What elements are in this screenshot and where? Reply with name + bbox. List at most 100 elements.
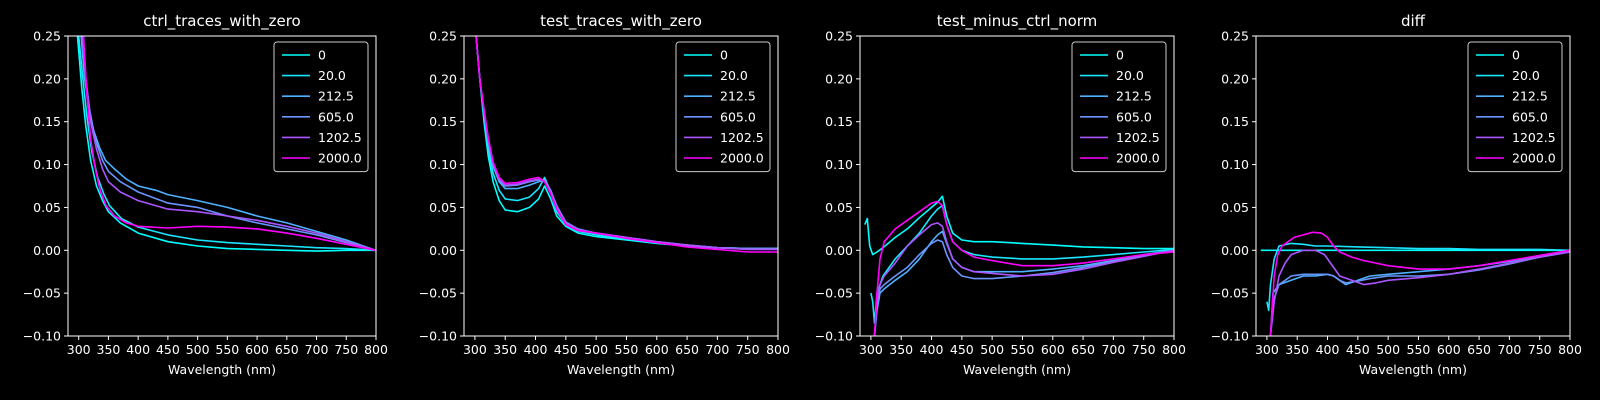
x-axis-label: Wavelength (nm) <box>567 362 675 377</box>
x-tick-label: 750 <box>334 342 358 357</box>
x-tick-label: 800 <box>1162 342 1186 357</box>
y-tick-label: 0.05 <box>33 200 61 215</box>
y-tick-label: 0.00 <box>33 243 61 258</box>
x-tick-label: 300 <box>1255 342 1279 357</box>
series-line-605.0 <box>873 239 1174 336</box>
x-axis-label: Wavelength (nm) <box>168 362 276 377</box>
y-tick-label: 0.25 <box>429 29 457 44</box>
panel-3: 300 350 400 450 500 550 600 650 700 750 800 −0.10 −0… <box>815 12 1186 377</box>
legend-label: 605.0 <box>720 109 756 124</box>
series-line-1202.5 <box>1269 249 1570 336</box>
x-tick-label: 550 <box>1011 342 1035 357</box>
axes-frame <box>859 35 1175 337</box>
x-tick-label: 550 <box>1407 342 1431 357</box>
series-line-605.0 <box>81 36 376 252</box>
x-axis-label: Wavelength (nm) <box>1359 362 1467 377</box>
y-tick-label: 0.05 <box>1221 200 1249 215</box>
y-tick-label: 0.00 <box>429 243 457 258</box>
x-tick-label: 800 <box>1558 342 1582 357</box>
series-line-2000.0 <box>475 36 778 253</box>
legend-label: 2000.0 <box>1116 151 1160 166</box>
panel-1: 300 350 400 450 500 550 600 650 700 750 800 −0.10 −0… <box>23 12 388 377</box>
y-tick-label: −0.05 <box>23 286 61 301</box>
x-tick-label: 350 <box>889 342 913 357</box>
y-tick-label: −0.10 <box>1211 329 1249 344</box>
series-line-1202.5 <box>873 222 1174 336</box>
y-tick-label: 0.20 <box>429 71 457 86</box>
legend-label: 20.0 <box>1116 68 1144 83</box>
panel-title: test_traces_with_zero <box>540 12 702 31</box>
y-tick-label: −0.10 <box>23 329 61 344</box>
x-tick-label: 700 <box>305 342 329 357</box>
x-tick-label: 550 <box>215 342 239 357</box>
y-tick-label: 0.00 <box>1221 243 1249 258</box>
x-tick-label: 650 <box>1071 342 1095 357</box>
x-tick-label: 750 <box>736 342 760 357</box>
y-tick-label: 0.10 <box>825 157 853 172</box>
series-line-2000.0 <box>82 36 376 252</box>
legend-label: 0 <box>720 48 728 63</box>
legend-label: 1202.5 <box>720 130 764 145</box>
y-tick-label: 0.00 <box>825 243 853 258</box>
legend-label: 20.0 <box>720 68 748 83</box>
x-tick-label: 450 <box>554 342 578 357</box>
y-tick-label: −0.10 <box>815 329 853 344</box>
y-tick-label: 0.15 <box>825 114 853 129</box>
legend-label: 20.0 <box>318 68 346 83</box>
series-line-20.0 <box>1266 242 1570 312</box>
x-tick-label: 400 <box>1316 342 1340 357</box>
panel-4: 300 350 400 450 500 550 600 650 700 750 800 −0.10 −0… <box>1211 12 1582 377</box>
y-tick-label: 0.25 <box>825 29 853 44</box>
panel-title: test_minus_ctrl_norm <box>937 12 1098 31</box>
y-tick-label: 0.05 <box>429 200 457 215</box>
x-tick-label: 650 <box>275 342 299 357</box>
legend: 0 20.0 212.5 605.0 1202.5 2000.0 <box>675 41 771 173</box>
x-tick-label: 450 <box>156 342 180 357</box>
y-tick-label: 0.15 <box>33 114 61 129</box>
legend-label: 1202.5 <box>1116 130 1160 145</box>
y-tick-label: 0.20 <box>33 71 61 86</box>
x-tick-label: 500 <box>584 342 608 357</box>
legend-label: 212.5 <box>1512 89 1548 104</box>
x-tick-label: 500 <box>186 342 210 357</box>
y-tick-label: 0.15 <box>1221 114 1249 129</box>
x-tick-label: 300 <box>463 342 487 357</box>
y-tick-label: 0.10 <box>33 157 61 172</box>
x-tick-label: 800 <box>364 342 388 357</box>
legend-label: 212.5 <box>318 89 354 104</box>
y-tick-label: 0.20 <box>825 71 853 86</box>
legend-label: 605.0 <box>318 109 354 124</box>
x-tick-label: 400 <box>524 342 548 357</box>
y-tick-label: 0.10 <box>429 157 457 172</box>
panel-2: 300 350 400 450 500 550 600 650 700 750 800 −0.10 −0… <box>419 12 790 377</box>
x-tick-label: 700 <box>1101 342 1125 357</box>
legend-label: 2000.0 <box>1512 151 1556 166</box>
x-tick-label: 350 <box>1285 342 1309 357</box>
legend-label: 20.0 <box>1512 68 1540 83</box>
legend-box <box>675 41 771 173</box>
panel-title: ctrl_traces_with_zero <box>143 12 300 31</box>
y-tick-label: 0.10 <box>1221 157 1249 172</box>
legend-box <box>1467 41 1563 173</box>
x-tick-label: 350 <box>493 342 517 357</box>
axes-frame <box>463 35 779 337</box>
x-tick-label: 650 <box>675 342 699 357</box>
y-tick-label: −0.05 <box>419 286 457 301</box>
y-tick-label: 0.20 <box>1221 71 1249 86</box>
series-line-2000.0 <box>873 200 1174 336</box>
legend-label: 1202.5 <box>318 130 362 145</box>
x-tick-label: 700 <box>705 342 729 357</box>
legend-box <box>273 41 369 173</box>
axes-frame <box>67 35 377 337</box>
x-tick-label: 400 <box>126 342 150 357</box>
y-tick-label: 0.25 <box>1221 29 1249 44</box>
legend-label: 605.0 <box>1116 109 1152 124</box>
legend-label: 2000.0 <box>318 151 362 166</box>
legend-label: 0 <box>318 48 326 63</box>
x-tick-label: 450 <box>950 342 974 357</box>
x-axis-label: Wavelength (nm) <box>963 362 1071 377</box>
x-tick-label: 350 <box>97 342 121 357</box>
legend-label: 0 <box>1116 48 1124 63</box>
